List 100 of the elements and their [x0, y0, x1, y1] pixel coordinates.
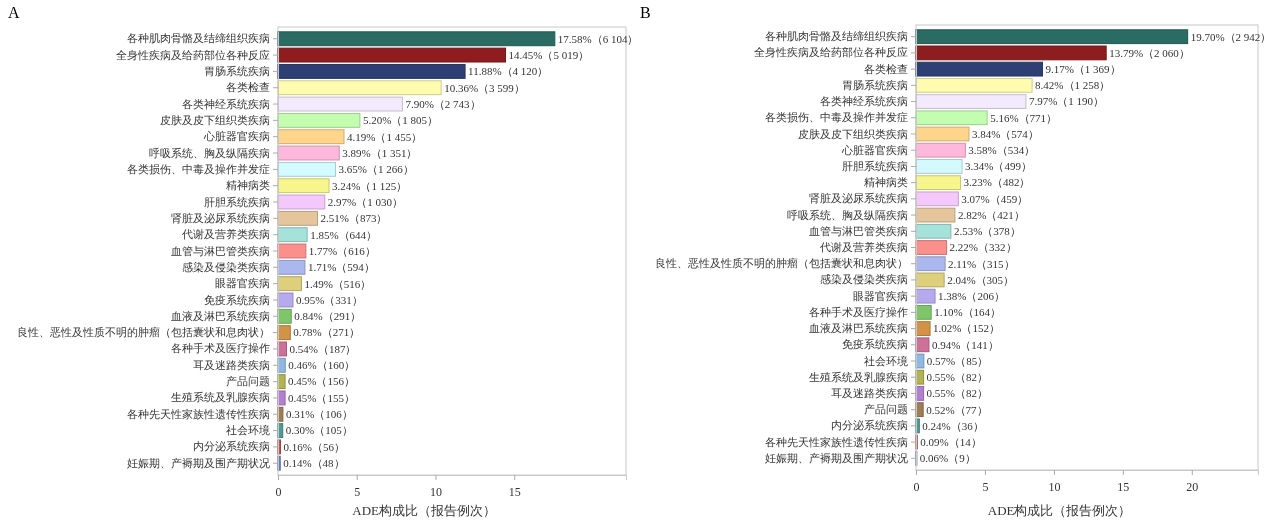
y-tick-label: 肝胆系统疾病 [842, 159, 908, 172]
y-tick-label: 生殖系统及乳腺疾病 [171, 391, 270, 404]
x-tick-label: 0 [275, 485, 282, 500]
y-tick-label: 眼器官疾病 [853, 289, 908, 302]
data-label: 13.79%（2 060） [1109, 46, 1190, 59]
y-tick-label: 血管与淋巴管类疾病 [809, 224, 908, 237]
data-label: 2.04%（305） [947, 273, 1015, 286]
data-label: 3.07%（459） [961, 192, 1029, 205]
text: B [640, 4, 651, 21]
data-label: 19.70%（2 942） [1190, 30, 1265, 43]
y-tick-label: 各类神经系统疾病 [182, 97, 270, 110]
x-tick-label: 15 [508, 485, 521, 500]
y-tick-label: 免疫系统疾病 [204, 293, 270, 306]
y-tick-label: 各种肌肉骨骼及结缔组织疾病 [127, 32, 270, 45]
data-label: 1.38%（206） [938, 290, 1005, 302]
data-label: 2.11%（315） [948, 257, 1015, 270]
data-label: 2.82%（421） [957, 208, 1025, 221]
data-label: 7.90%（2 743） [405, 97, 481, 110]
y-tick-label: 感染及侵染类疾病 [820, 273, 908, 286]
data-label: 1.02%（152） [933, 322, 1000, 335]
data-label: 11.88%（4 120） [468, 65, 549, 78]
x-tick-label: 10 [429, 485, 442, 500]
y-tick-label: 代谢及营养类疾病 [819, 241, 908, 254]
data-label: 0.84%（291） [294, 310, 362, 323]
data-label: 1.49%（516） [304, 277, 372, 290]
data-label: 0.24%（36） [922, 419, 984, 432]
y-tick-label: 产品问题 [864, 403, 908, 416]
y-tick-label: 代谢及营养类疾病 [181, 228, 270, 241]
y-tick-label: 社会环境 [226, 424, 270, 437]
x-tick-label: 20 [1186, 480, 1199, 495]
data-label: 9.17%（1 369） [1045, 62, 1121, 75]
y-tick-label: 皮肤及皮下组织类疾病 [160, 113, 270, 126]
y-tick-label: 精神病类 [864, 176, 908, 189]
y-tick-label: 妊娠期、产褥期及围产期状况 [765, 451, 908, 464]
data-label: 2.97%（1 030） [327, 195, 403, 208]
data-label: 0.46%（160） [288, 359, 356, 372]
y-tick-label: 呼吸系统、胸及纵隔疾病 [149, 146, 270, 159]
y-tick-label: 社会环境 [864, 354, 908, 367]
y-tick-label: 全身性疾病及给药部位各种反应 [116, 48, 270, 61]
y-tick-label: 内分泌系统疾病 [831, 419, 908, 432]
y-tick-label: 各种先天性家族性遗传性疾病 [765, 435, 908, 448]
y-tick-label: 肝胆系统疾病 [204, 195, 270, 208]
data-label: 1.10%（164） [934, 306, 1002, 319]
data-label: 8.42%（1 258） [1035, 79, 1111, 92]
y-tick-label: 眼器官疾病 [215, 277, 270, 290]
data-label: 0.31%（106） [285, 408, 353, 421]
y-tick-label: 各种手术及医疗操作 [171, 342, 270, 355]
y-tick-label: 肾脏及泌尿系统疾病 [171, 211, 270, 224]
data-label: 2.22%（332） [949, 241, 1017, 254]
x-tick-label: 5 [354, 485, 361, 500]
y-tick-label: 胃肠系统疾病 [842, 78, 908, 91]
y-tick-label: 妊娠期、产褥期及围产期状况 [127, 456, 270, 469]
data-label: 0.06%（9） [919, 452, 976, 465]
data-label: 0.54%（187） [289, 342, 357, 355]
y-tick-label: 耳及迷路类疾病 [193, 358, 270, 371]
data-label: 2.51%（873） [320, 212, 388, 225]
y-tick-label: 血液及淋巴系统疾病 [809, 322, 908, 335]
data-label: 0.16%（56） [283, 440, 345, 453]
data-label: 7.97%（1 190） [1028, 95, 1105, 108]
data-label: 0.09%（14） [920, 435, 982, 448]
y-tick-label: 各种手术及医疗操作 [809, 305, 908, 318]
x-axis-title: ADE构成比（报告例次） [987, 503, 1132, 518]
data-label: 0.78%（271） [293, 326, 361, 339]
y-tick-label: 各类检查 [864, 62, 908, 75]
y-tick-label: 各种先天性家族性遗传性疾病 [127, 407, 270, 420]
data-label: 0.14%（48） [283, 457, 345, 470]
y-tick-label: 各种肌肉骨骼及结缔组织疾病 [765, 30, 908, 43]
y-tick-label: 各类检查 [226, 81, 270, 94]
data-label: 3.24%（1 125） [332, 179, 408, 192]
data-label: 1.71%（594） [307, 261, 375, 274]
x-tick-label: 15 [1117, 480, 1130, 495]
x-axis-title: ADE构成比（报告例次） [352, 503, 497, 518]
data-label: 3.65%（1 266） [338, 163, 414, 176]
y-tick-label: 感染及侵染类疾病 [182, 260, 270, 273]
data-label: 3.34%（499） [965, 160, 1032, 173]
data-label: 17.58%（6 104） [557, 32, 639, 45]
data-label: 0.95%（331） [295, 293, 363, 306]
data-label: 0.57%（85） [926, 354, 989, 367]
data-label: 5.16%（771） [990, 111, 1058, 124]
y-tick-label: 各类损伤、中毒及操作并发症 [127, 162, 270, 175]
data-label: 1.77%（616） [308, 244, 376, 257]
y-tick-label: 各类损伤、中毒及操作并发症 [765, 111, 908, 124]
y-tick-label: 精神病类 [226, 179, 270, 192]
data-label: 14.45%（5 019） [508, 48, 590, 61]
x-tick-label: 5 [982, 480, 989, 495]
data-label: 0.52%（77） [926, 403, 988, 416]
y-tick-label: 内分泌系统疾病 [193, 440, 270, 453]
y-tick-label: 胃肠系统疾病 [204, 64, 270, 77]
data-label: 2.53%（378） [953, 225, 1021, 238]
data-label: 3.84%（574） [971, 127, 1039, 140]
text: A [8, 4, 20, 21]
y-tick-label: 心脏器官疾病 [203, 130, 270, 143]
data-label: 3.89%（1 351） [342, 146, 418, 159]
data-label: 0.30%（105） [285, 424, 353, 437]
y-tick-label: 心脏器官疾病 [841, 143, 908, 156]
data-label: 4.19%（1 455） [346, 130, 423, 143]
data-label: 3.23%（482） [963, 176, 1031, 189]
y-tick-label: 耳及迷路类疾病 [831, 386, 908, 399]
y-tick-label: 全身性疾病及给药部位各种反应 [754, 46, 908, 59]
y-tick-label: 呼吸系统、胸及纵隔疾病 [787, 208, 908, 221]
